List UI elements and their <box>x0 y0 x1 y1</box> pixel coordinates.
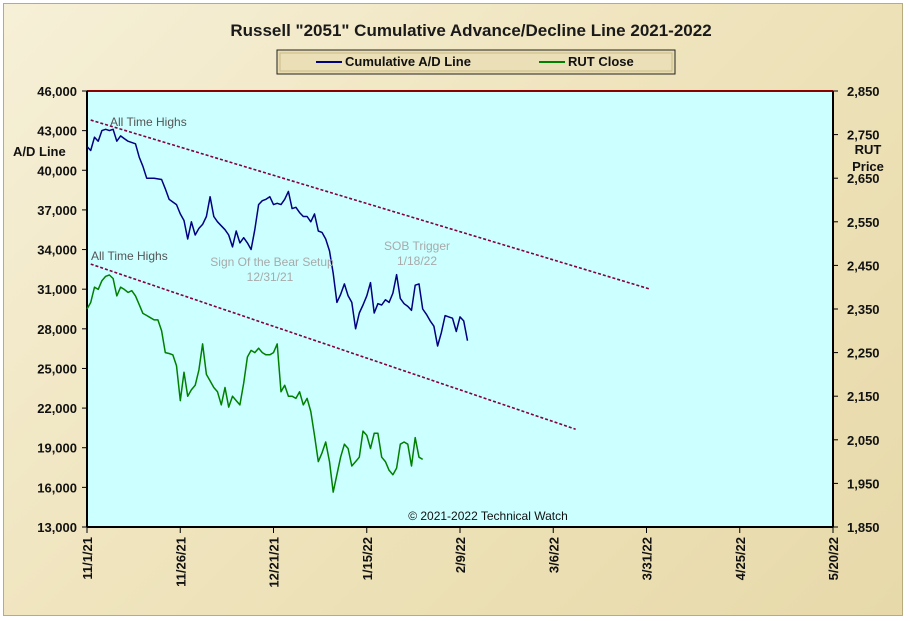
x-tick-label: 5/20/22 <box>826 537 841 580</box>
right-tick-label: 1,950 <box>847 476 880 491</box>
trend-lines <box>90 119 651 430</box>
x-tick-label: 3/31/22 <box>640 537 655 580</box>
right-tick-label: 2,650 <box>847 171 880 186</box>
series-lines <box>86 128 469 493</box>
right-axis-label-line2: Price <box>852 159 884 174</box>
legend: Cumulative A/D Line RUT Close <box>276 49 676 75</box>
annotation-sob-trigger: SOB Trigger <box>384 239 450 253</box>
x-tick-label: 12/21/21 <box>267 537 282 588</box>
annotation-sob-setup-date: 12/31/21 <box>247 270 294 284</box>
left-tick-label: 16,000 <box>37 480 77 495</box>
x-tick-label: 4/25/22 <box>733 537 748 580</box>
right-tick-label: 2,350 <box>847 302 880 317</box>
right-axis-label-line1: RUT <box>855 142 882 157</box>
left-tick-label: 43,000 <box>37 124 77 139</box>
left-tick-label: 19,000 <box>37 441 77 456</box>
chart-svg: Russell "2051" Cumulative Advance/Declin… <box>13 21 884 588</box>
copyright: © 2021-2022 Technical Watch <box>408 509 568 523</box>
right-axis-ticks: 1,850 1,950 2,050 2,150 2,250 2,350 2,450 2,550… <box>833 84 880 535</box>
x-tick-label: 11/26/21 <box>173 537 188 587</box>
left-axis-label: A/D Line <box>13 144 66 159</box>
right-tick-label: 1,850 <box>847 520 880 535</box>
x-tick-label: 1/15/22 <box>360 537 375 580</box>
right-tick-label: 2,450 <box>847 258 880 273</box>
annotation-sob-trigger-date: 1/18/22 <box>397 254 437 268</box>
annotation-sob-setup: Sign Of the Bear Setup <box>210 255 334 269</box>
chart-frame: Russell "2051" Cumulative Advance/Declin… <box>3 3 903 616</box>
left-tick-label: 37,000 <box>37 203 77 218</box>
annotation-ad-ath: All Time Highs <box>110 115 187 129</box>
chart-title: Russell "2051" Cumulative Advance/Declin… <box>230 21 711 40</box>
right-tick-label: 2,250 <box>847 346 880 361</box>
left-tick-label: 46,000 <box>37 84 77 99</box>
left-tick-label: 13,000 <box>37 520 77 535</box>
left-tick-label: 40,000 <box>37 163 77 178</box>
legend-label-ad: Cumulative A/D Line <box>345 54 471 69</box>
left-tick-label: 34,000 <box>37 243 77 258</box>
left-tick-label: 22,000 <box>37 401 77 416</box>
right-tick-label: 2,150 <box>847 389 880 404</box>
left-axis-ticks: 13,000 16,000 19,000 22,000 25,000 28,000 31,0… <box>37 84 87 535</box>
x-tick-label: 2/9/22 <box>453 537 468 573</box>
right-tick-label: 2,050 <box>847 433 880 448</box>
annotation-rut-ath: All Time Highs <box>91 249 168 263</box>
x-tick-label: 3/6/22 <box>546 537 561 573</box>
ad-line-series <box>86 128 469 347</box>
left-tick-label: 28,000 <box>37 322 77 337</box>
x-axis-ticks: 11/1/21 11/26/21 12/21/21 1/15/22 2/9/22 3/6/… <box>80 527 841 588</box>
left-tick-label: 31,000 <box>37 282 77 297</box>
trend-line-2 <box>90 263 576 430</box>
x-tick-label: 11/1/21 <box>80 537 95 580</box>
right-tick-label: 2,850 <box>847 84 880 99</box>
legend-label-rut: RUT Close <box>568 54 634 69</box>
right-tick-label: 2,550 <box>847 215 880 230</box>
plot-area <box>87 91 833 527</box>
trend-line-1 <box>90 119 651 290</box>
right-tick-label: 2,750 <box>847 128 880 143</box>
left-tick-label: 25,000 <box>37 361 77 376</box>
rut-close-series <box>86 274 424 493</box>
